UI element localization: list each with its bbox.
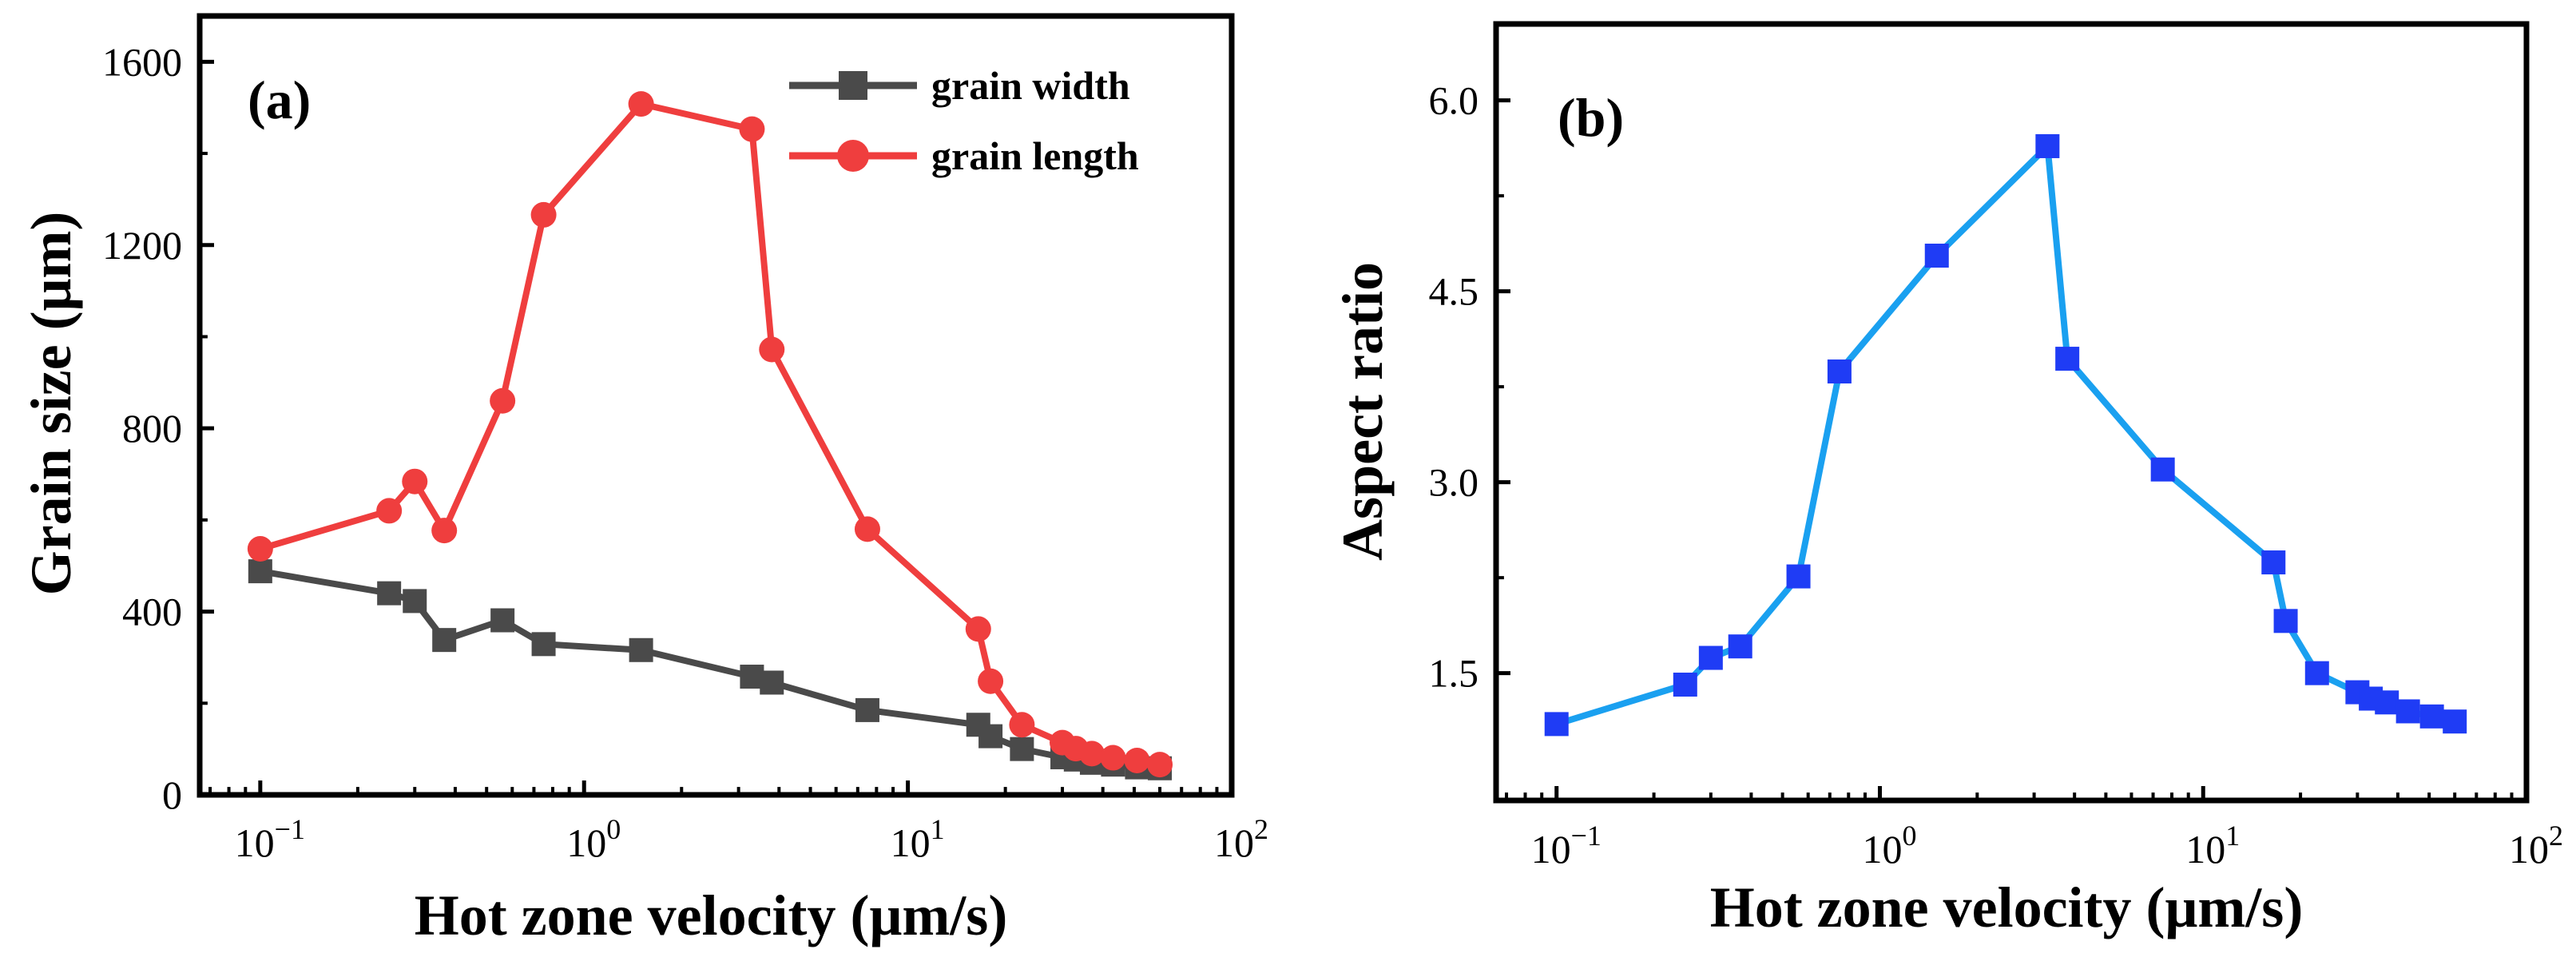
data-point-grain-length: [1100, 745, 1126, 771]
data-point-grain-length: [376, 498, 403, 524]
data-point-grain-length: [1124, 747, 1150, 773]
legend-grain-length-label: grain length: [931, 133, 1139, 178]
panel-a-label: (a): [248, 70, 311, 130]
data-point-aspect-ratio: [2304, 661, 2329, 685]
y-tick-label: 1600: [102, 39, 182, 84]
panel-a-axes: 0 400 800 1200 1600 10−1 100 101 102: [102, 39, 1268, 865]
data-point-grain-width: [629, 637, 653, 662]
x-tick-label: 10−1: [1531, 820, 1602, 872]
y-tick-label: 6.0: [1429, 78, 1479, 123]
y-tick-label: 4.5: [1429, 269, 1479, 314]
data-point-grain-length: [402, 468, 428, 494]
y-tick-label: 400: [122, 590, 182, 634]
x-tick-label: 102: [1214, 813, 1268, 865]
x-tick-label: 101: [2185, 820, 2240, 872]
data-point-aspect-ratio: [2055, 347, 2080, 371]
y-tick-label: 800: [122, 406, 182, 451]
data-point-grain-width: [248, 559, 272, 584]
data-point-grain-width: [403, 589, 427, 614]
data-point-grain-length: [1078, 741, 1105, 767]
data-point-grain-width: [1010, 737, 1034, 761]
panel-b-plot-frame: [1493, 21, 2530, 804]
data-point-aspect-ratio: [2261, 550, 2286, 575]
data-point-aspect-ratio: [2273, 609, 2298, 633]
data-point-grain-length: [1147, 752, 1173, 778]
x-tick-label: 102: [2509, 820, 2563, 872]
data-point-grain-width: [531, 632, 556, 657]
data-point-grain-length: [490, 387, 516, 414]
panel-b-axes: 1.5 3.0 4.5 6.0 10−1 100 101 102: [1429, 78, 2564, 872]
panel-a-legend: grain width grain length: [789, 63, 1139, 178]
panel-a: 0 400 800 1200 1600 10−1 100 101 102 (a) Hot zon…: [19, 13, 1268, 947]
y-tick-label: 1200: [102, 223, 182, 268]
data-point-aspect-ratio: [1827, 359, 1852, 384]
data-point-grain-length: [530, 201, 557, 228]
data-point-grain-width: [490, 608, 515, 633]
x-tick-label: 100: [1862, 820, 1916, 872]
legend-grain-length-marker: [837, 140, 869, 172]
data-point-grain-length: [739, 116, 765, 142]
panel-b: 1.5 3.0 4.5 6.0 10−1 100 101 102 (b) Hot zone v…: [1331, 21, 2564, 939]
data-point-aspect-ratio: [2375, 690, 2399, 715]
data-point-grain-width: [855, 697, 879, 722]
data-point-aspect-ratio: [2035, 133, 2060, 158]
data-point-grain-width: [978, 724, 1003, 749]
data-point-grain-length: [759, 336, 785, 363]
data-point-aspect-ratio: [1728, 634, 1752, 659]
panel-b-x-axis-title: Hot zone velocity (μm/s): [1710, 876, 2304, 939]
panel-b-data-layer: [1544, 133, 2467, 737]
y-tick-label: 1.5: [1429, 651, 1479, 696]
y-tick-label: 3.0: [1429, 460, 1479, 505]
y-tick-label: 0: [162, 772, 182, 817]
panel-a-x-axis-title: Hot zone velocity (μm/s): [415, 884, 1008, 947]
data-point-grain-length: [431, 518, 458, 544]
data-point-grain-width: [432, 628, 457, 653]
data-point-grain-width: [760, 670, 784, 695]
data-point-aspect-ratio: [1924, 244, 1949, 268]
panel-a-plot-frame: [196, 13, 1235, 798]
series-line-aspect-ratio: [1555, 143, 2456, 728]
data-point-grain-length: [247, 536, 273, 562]
data-point-aspect-ratio: [2419, 704, 2444, 729]
legend-grain-width-marker: [839, 71, 867, 100]
data-point-grain-length: [628, 91, 654, 117]
panel-a-y-axis-title: Grain size (μm): [19, 212, 83, 596]
data-point-aspect-ratio: [2443, 709, 2467, 734]
data-point-grain-length: [1009, 712, 1035, 738]
data-point-aspect-ratio: [1698, 645, 1723, 670]
panel-b-y-axis-title: Aspect ratio: [1331, 262, 1395, 561]
panel-a-data-layer: [247, 91, 1173, 780]
data-point-grain-length: [978, 668, 1004, 694]
x-tick-label: 101: [891, 813, 945, 865]
x-tick-label: 100: [566, 813, 621, 865]
x-tick-label: 10−1: [235, 813, 305, 865]
data-point-grain-length: [854, 516, 880, 542]
data-point-grain-width: [377, 581, 402, 606]
data-point-grain-length: [965, 616, 991, 642]
data-point-aspect-ratio: [1544, 712, 1569, 737]
data-point-aspect-ratio: [2150, 457, 2175, 482]
data-point-aspect-ratio: [2395, 699, 2420, 724]
panel-b-label: (b): [1558, 87, 1624, 148]
data-point-aspect-ratio: [1786, 564, 1811, 589]
legend-grain-width-label: grain width: [931, 63, 1130, 108]
data-point-aspect-ratio: [1673, 672, 1697, 697]
